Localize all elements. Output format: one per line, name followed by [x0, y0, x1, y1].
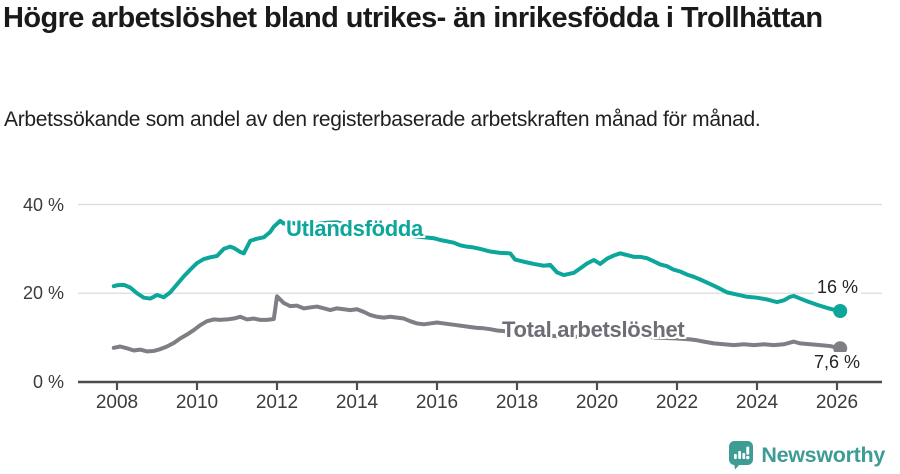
end-value-label-total: 7,6 % [810, 352, 863, 373]
series-label-total-arbetsloshet: Total arbetslöshet [502, 317, 685, 342]
x-axis-label: 2024 [735, 392, 779, 413]
x-axis-label: 2022 [655, 392, 699, 413]
x-axis-label: 2012 [255, 392, 299, 413]
x-axis-label: 2026 [815, 392, 859, 413]
chart-subtitle: Arbetssökande som andel av den registerb… [4, 108, 761, 131]
end-value-label-utlandsfodda: 16 % [813, 277, 861, 298]
series-label-utlandsfodda: Utlandsfödda [286, 216, 423, 241]
x-axis-label: 2016 [415, 392, 459, 413]
y-axis-label: 40 % [22, 194, 64, 215]
y-axis-label: 20 % [22, 283, 64, 304]
newsworthy-pin-barchart-icon [729, 441, 754, 470]
chart-title: Högre arbetslöshet bland utrikes- än inr… [3, 2, 823, 34]
x-axis-label: 2020 [575, 392, 619, 413]
x-axis-label: 2014 [335, 392, 379, 413]
x-axis-label: 2010 [175, 392, 219, 413]
newsworthy-wordmark: Newsworthy [761, 443, 885, 467]
y-axis-label: 0 % [32, 372, 64, 392]
x-axis-label: 2008 [95, 392, 139, 413]
x-axis-label: 2018 [495, 392, 539, 413]
newsworthy-logo[interactable]: Newsworthy [728, 440, 885, 470]
